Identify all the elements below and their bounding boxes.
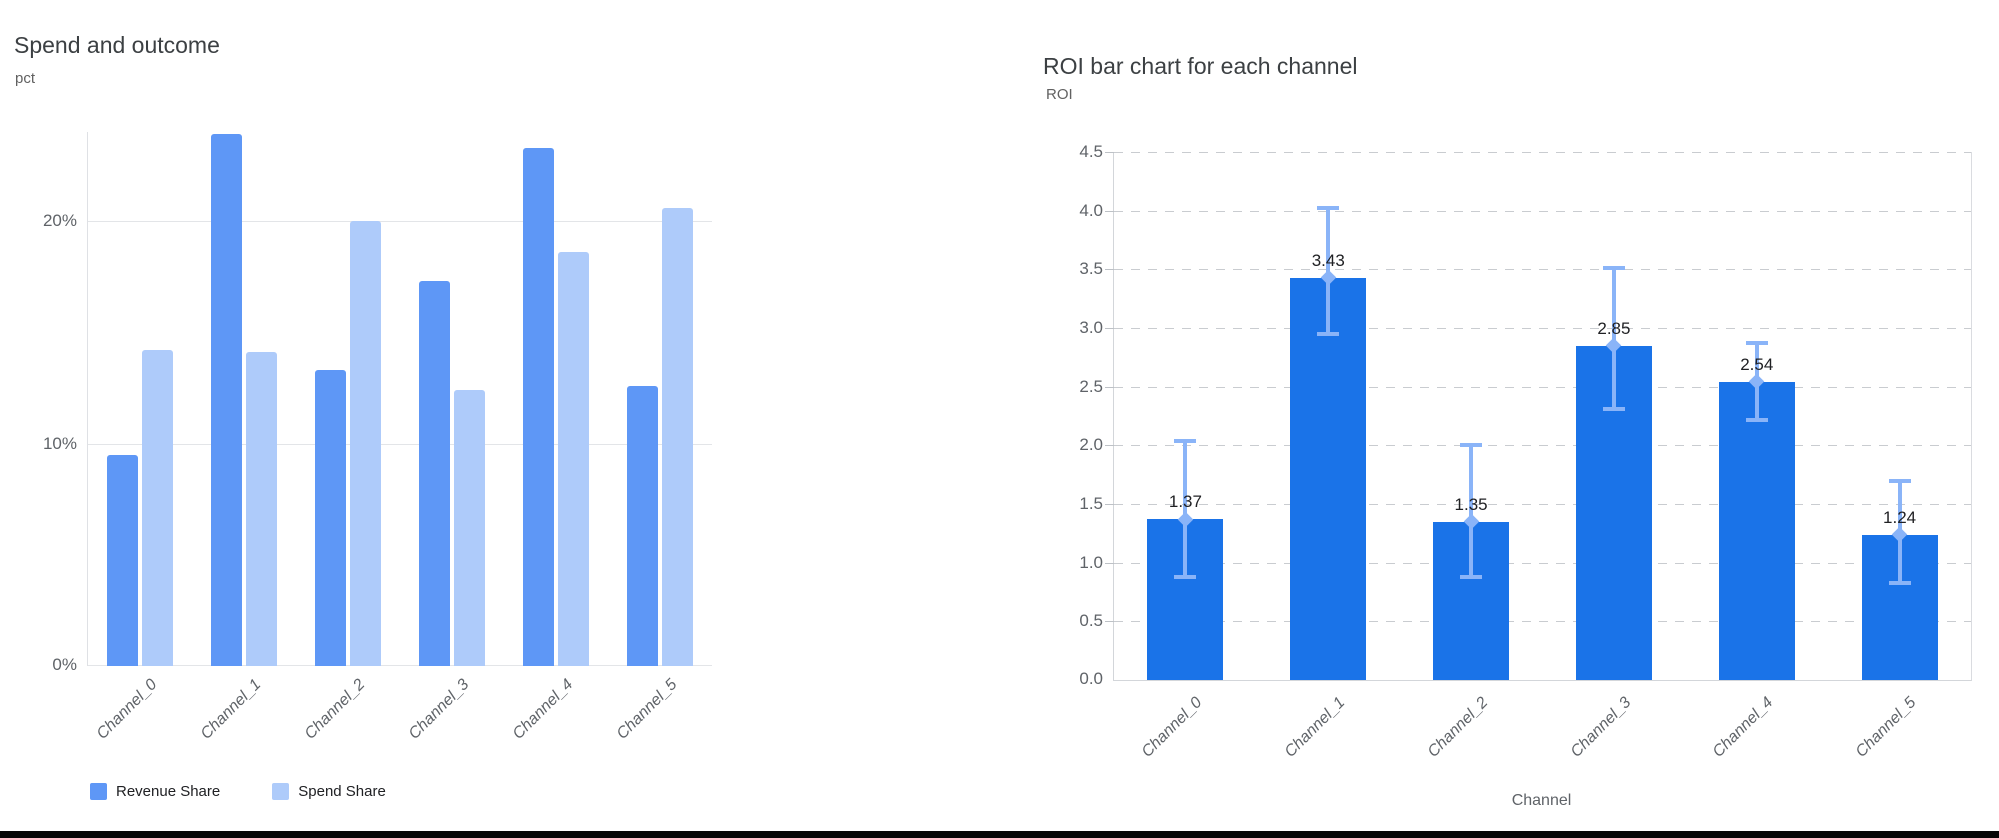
error-bar-line <box>1469 445 1474 577</box>
y-tick-label: 1.0 <box>1079 553 1103 572</box>
y-tick-label: 0.0 <box>1079 669 1103 688</box>
bar-value-label: 1.37 <box>1168 492 1202 512</box>
right-y-axis-unit: ROI <box>1046 86 1073 103</box>
gridline <box>88 665 712 666</box>
left-plot-area: 0% 10% 20% Channel_0 Channel_1 Channel_2 Chann… <box>43 132 712 743</box>
gridline <box>1114 621 1971 622</box>
bar-value-label: 2.54 <box>1740 354 1774 374</box>
x-tick-label: Channel_1 <box>197 676 265 743</box>
x-tick-label: Channel_2 <box>301 676 369 743</box>
y-tick-label: 4.0 <box>1079 201 1103 220</box>
error-bar-cap-bottom <box>1317 331 1340 336</box>
bar-spend-share-channel_4 <box>558 252 589 666</box>
bar-spend-share-channel_0 <box>142 350 173 666</box>
bar-revenue-share-channel_3 <box>419 281 450 666</box>
y-tick-label: 2.5 <box>1079 377 1103 396</box>
left-chart-legend: Revenue Share Spend Share <box>90 783 386 800</box>
right-chart-title: ROI bar chart for each channel <box>1043 53 1358 80</box>
gridline <box>1114 504 1971 505</box>
right-x-axis-title: Channel <box>1511 792 1572 809</box>
y-tick-mark <box>1105 504 1114 505</box>
gridline <box>1114 328 1971 329</box>
y-tick-mark <box>1105 445 1114 446</box>
bar-value-label: 1.35 <box>1454 494 1488 514</box>
gridline <box>1114 211 1971 212</box>
bar-spend-share-channel_5 <box>662 208 693 666</box>
bar-revenue-share-channel_0 <box>107 455 138 666</box>
bar-roi-channel_1 <box>1290 278 1366 680</box>
error-bar-cap-top <box>1317 206 1340 211</box>
bar-spend-share-channel_3 <box>454 390 485 666</box>
x-tick-label: Channel_5 <box>613 676 681 743</box>
legend-label: Spend Share <box>298 783 386 800</box>
x-tick-label: Channel_1 <box>1281 694 1349 761</box>
y-tick-label: 3.0 <box>1079 318 1103 337</box>
error-bar-cap-bottom <box>1602 406 1625 411</box>
gridline <box>1114 269 1971 270</box>
bar-revenue-share-channel_1 <box>211 134 242 666</box>
bar-revenue-share-channel_5 <box>627 386 658 666</box>
gridline <box>1114 563 1971 564</box>
error-bar-line <box>1183 440 1188 577</box>
gridline <box>88 221 712 222</box>
bar-value-label: 3.43 <box>1311 250 1345 270</box>
gridline <box>1114 445 1971 446</box>
gridline <box>1114 387 1971 388</box>
x-tick-label: Channel_4 <box>1710 694 1777 761</box>
bar-value-label: 2.85 <box>1597 318 1631 338</box>
left-y-axis-unit: pct <box>15 70 36 87</box>
bar-spend-share-channel_2 <box>350 221 381 666</box>
bar-roi-channel_4 <box>1719 382 1795 680</box>
x-tick-label: Channel_5 <box>1852 694 1920 761</box>
bar-value-label: 1.24 <box>1883 507 1917 527</box>
legend-item: Spend Share <box>272 783 386 800</box>
bar-spend-share-channel_1 <box>246 352 277 666</box>
x-tick-label: Channel_4 <box>509 676 577 743</box>
gridline <box>88 444 712 445</box>
y-tick-mark <box>1105 328 1114 329</box>
error-bar-cap-bottom <box>1745 417 1768 422</box>
y-tick-label: 3.5 <box>1079 259 1103 278</box>
legend-swatch <box>272 783 290 800</box>
x-tick-label: Channel_3 <box>405 676 473 743</box>
y-tick-mark <box>1105 269 1114 270</box>
bar-revenue-share-channel_2 <box>315 370 346 666</box>
legend-item: Revenue Share <box>90 783 220 800</box>
y-tick-label: 10% <box>42 434 77 453</box>
legend-label: Revenue Share <box>116 783 221 800</box>
bottom-divider <box>0 831 1999 838</box>
y-tick-label: 20% <box>42 211 77 230</box>
error-bar-cap-top <box>1460 443 1483 448</box>
right-plot-area: 0.0 0.5 1.0 1.5 2.0 2.5 3.0 3.5 4.0 4.5 Channel_0 C… <box>1079 142 1972 761</box>
y-tick-mark <box>1105 621 1114 622</box>
y-tick-label: 1.5 <box>1079 494 1103 513</box>
x-tick-label: Channel_2 <box>1424 694 1492 761</box>
left-chart-title: Spend and outcome <box>14 32 220 59</box>
legend-swatch <box>90 783 107 800</box>
y-tick-mark <box>1105 563 1114 564</box>
x-tick-label: Channel_0 <box>1138 694 1206 761</box>
error-bar-cap-top <box>1888 478 1911 483</box>
gridline <box>1114 152 1971 153</box>
error-bar-cap-top <box>1174 438 1197 443</box>
y-tick-mark <box>1105 152 1114 153</box>
error-bar-cap-top <box>1602 266 1625 271</box>
error-bar-cap-bottom <box>1888 580 1911 585</box>
bar-revenue-share-channel_4 <box>523 148 554 666</box>
error-bar-cap-bottom <box>1460 574 1483 579</box>
y-tick-label: 0.5 <box>1079 611 1103 630</box>
y-tick-mark <box>1105 211 1114 212</box>
x-tick-label: Channel_3 <box>1567 694 1634 761</box>
y-tick-label: 2.0 <box>1079 435 1103 454</box>
y-tick-label: 0% <box>52 655 77 674</box>
y-tick-mark <box>1105 387 1114 388</box>
y-tick-label: 4.5 <box>1079 142 1103 161</box>
error-bar-cap-top <box>1745 341 1768 346</box>
error-bar-cap-bottom <box>1174 574 1197 579</box>
x-tick-label: Channel_0 <box>93 676 161 743</box>
